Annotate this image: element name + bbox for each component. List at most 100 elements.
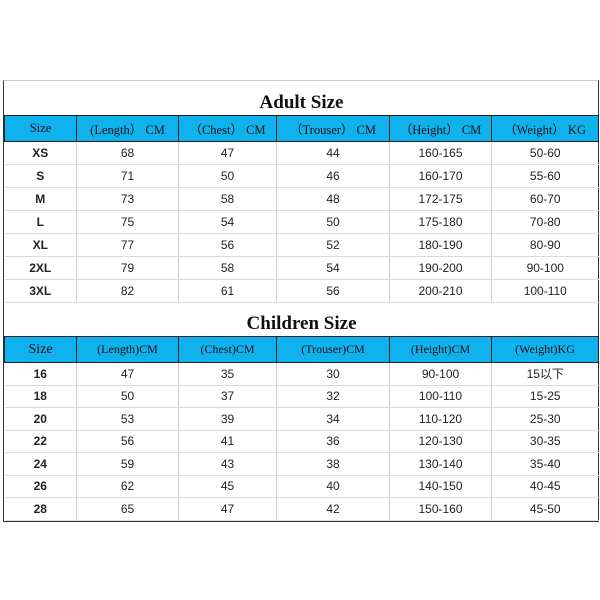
- table-row: 28 65 47 42 150-160 45-50: [4, 497, 599, 521]
- value-cell: 43: [178, 452, 277, 476]
- table-row: M 73 58 48 172-175 60-70: [4, 187, 599, 211]
- size-cell: 26: [4, 475, 77, 498]
- size-cell: 2XL: [4, 256, 77, 280]
- value-cell: 80-90: [490, 233, 599, 257]
- column-header: （Chest） CM: [178, 115, 277, 142]
- value-cell: 172-175: [389, 187, 492, 211]
- value-cell: 140-150: [389, 475, 492, 498]
- value-cell: 25-30: [490, 407, 599, 431]
- value-cell: 71: [76, 164, 179, 188]
- column-header: Size: [4, 336, 77, 363]
- size-cell: 16: [4, 362, 77, 386]
- value-cell: 15以下: [490, 362, 599, 386]
- value-cell: 39: [178, 407, 277, 431]
- value-cell: 40: [276, 475, 390, 498]
- value-cell: 30: [276, 362, 390, 386]
- value-cell: 41: [178, 430, 277, 453]
- value-cell: 44: [276, 141, 390, 165]
- column-header: (Trouser)CM: [276, 336, 390, 363]
- value-cell: 54: [178, 210, 277, 234]
- children-title: Children Size: [246, 313, 357, 334]
- value-cell: 130-140: [389, 452, 492, 476]
- value-cell: 100-110: [490, 279, 599, 303]
- column-header: (Length） CM: [76, 115, 179, 142]
- value-cell: 45: [178, 475, 277, 498]
- value-cell: 90-100: [490, 256, 599, 280]
- value-cell: 175-180: [389, 210, 492, 234]
- value-cell: 47: [178, 497, 277, 521]
- value-cell: 180-190: [389, 233, 492, 257]
- size-cell: 22: [4, 430, 77, 453]
- value-cell: 90-100: [389, 362, 492, 386]
- value-cell: 46: [276, 164, 390, 188]
- table-row: 16 47 35 30 90-100 15以下: [4, 362, 599, 386]
- value-cell: 60-70: [490, 187, 599, 211]
- children-title-row: Children Size: [5, 303, 599, 337]
- value-cell: 160-170: [389, 164, 492, 188]
- value-cell: 73: [76, 187, 179, 211]
- value-cell: 42: [276, 497, 390, 521]
- value-cell: 190-200: [389, 256, 492, 280]
- value-cell: 100-110: [389, 385, 492, 408]
- value-cell: 54: [276, 256, 390, 280]
- column-header: （Trouser） CM: [276, 115, 390, 142]
- value-cell: 200-210: [389, 279, 492, 303]
- value-cell: 110-120: [389, 407, 492, 431]
- size-cell: M: [4, 187, 77, 211]
- size-table: Adult Size Size (Length） CM （Chest） CM （Trou…: [4, 81, 600, 521]
- table-row: 18 50 37 32 100-110 15-25: [4, 385, 599, 408]
- column-header: (Chest)CM: [178, 336, 277, 363]
- value-cell: 56: [178, 233, 277, 257]
- value-cell: 56: [276, 279, 390, 303]
- size-cell: S: [4, 164, 77, 188]
- size-cell: 20: [4, 407, 77, 431]
- size-cell: XS: [4, 141, 77, 165]
- column-header: (Weight)KG: [490, 336, 600, 363]
- size-cell: 24: [4, 452, 77, 476]
- value-cell: 58: [178, 187, 277, 211]
- value-cell: 59: [76, 452, 179, 476]
- value-cell: 50-60: [490, 141, 599, 165]
- value-cell: 52: [276, 233, 390, 257]
- table-row: 24 59 43 38 130-140 35-40: [4, 452, 599, 476]
- size-chart: Adult Size Size (Length） CM （Chest） CM （Trou…: [3, 80, 600, 522]
- value-cell: 62: [76, 475, 179, 498]
- value-cell: 15-25: [490, 385, 599, 408]
- table-row: XL 77 56 52 180-190 80-90: [4, 233, 599, 257]
- value-cell: 34: [276, 407, 390, 431]
- value-cell: 55-60: [490, 164, 599, 188]
- value-cell: 70-80: [490, 210, 599, 234]
- value-cell: 47: [178, 141, 277, 165]
- value-cell: 65: [76, 497, 179, 521]
- table-row: 3XL 82 61 56 200-210 100-110: [4, 279, 599, 303]
- column-header: （Height） CM: [389, 115, 492, 142]
- table-row: 26 62 45 40 140-150 40-45: [4, 475, 599, 498]
- value-cell: 68: [76, 141, 179, 165]
- value-cell: 50: [76, 385, 179, 408]
- value-cell: 35-40: [490, 452, 599, 476]
- column-header: Size: [4, 115, 77, 142]
- table-row: 20 53 39 34 110-120 25-30: [4, 407, 599, 431]
- value-cell: 50: [178, 164, 277, 188]
- value-cell: 82: [76, 279, 179, 303]
- table-row: 22 56 41 36 120-130 30-35: [4, 430, 599, 453]
- column-header: (Length)CM: [76, 336, 179, 363]
- value-cell: 37: [178, 385, 277, 408]
- value-cell: 30-35: [490, 430, 599, 453]
- value-cell: 35: [178, 362, 277, 386]
- value-cell: 45-50: [490, 497, 599, 521]
- table-row: XS 68 47 44 160-165 50-60: [4, 141, 599, 165]
- value-cell: 36: [276, 430, 390, 453]
- value-cell: 40-45: [490, 475, 599, 498]
- value-cell: 38: [276, 452, 390, 476]
- table-row: L 75 54 50 175-180 70-80: [4, 210, 599, 234]
- value-cell: 58: [178, 256, 277, 280]
- value-cell: 160-165: [389, 141, 492, 165]
- value-cell: 50: [276, 210, 390, 234]
- size-cell: 3XL: [4, 279, 77, 303]
- value-cell: 32: [276, 385, 390, 408]
- size-cell: XL: [4, 233, 77, 257]
- value-cell: 79: [76, 256, 179, 280]
- column-header: （Weight） KG: [490, 115, 600, 142]
- column-header: (Height)CM: [389, 336, 492, 363]
